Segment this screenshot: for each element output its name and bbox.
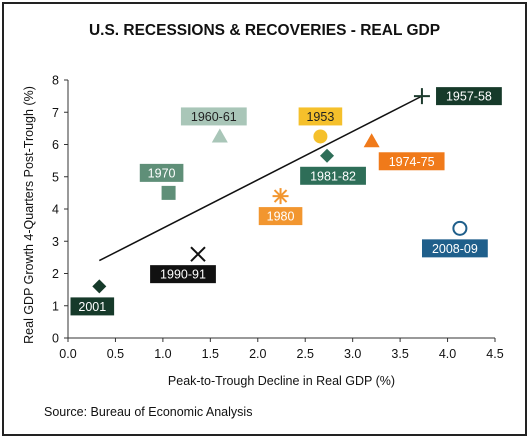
y-tick-label: 5 (52, 170, 59, 184)
point-label-1974-75: 1974-75 (378, 152, 445, 171)
tick-group: 0.0 0.5 1.0 1.5 2.0 2.5 3.0 3.5 4.0 4.5 0 1 2 3 4 5 6 7 8 (52, 74, 504, 362)
x-tick-label: 4.5 (486, 347, 503, 361)
svg-text:2008-09: 2008-09 (432, 242, 478, 256)
label-group: 1957-58 1953 1960-61 1974-75 1981-82 1970 1980… (70, 87, 502, 316)
svg-text:1980: 1980 (267, 210, 295, 224)
point-label-2008-09: 2008-09 (421, 239, 488, 258)
source-note: Source: Bureau of Economic Analysis (44, 405, 253, 419)
point-1960-61-triangle-marker (211, 128, 228, 143)
svg-text:1981-82: 1981-82 (310, 169, 356, 183)
svg-text:1990-91: 1990-91 (160, 268, 206, 282)
x-tick-label: 0.0 (59, 347, 76, 361)
trendline (98, 95, 423, 262)
svg-text:1974-75: 1974-75 (389, 155, 435, 169)
y-tick-label: 2 (52, 267, 59, 281)
y-tick-label: 8 (52, 74, 59, 88)
point-label-1990-91: 1990-91 (150, 265, 216, 284)
svg-text:1960-61: 1960-61 (191, 110, 237, 124)
svg-text:1957-58: 1957-58 (446, 90, 492, 104)
svg-text:2001: 2001 (78, 300, 106, 314)
y-axis-title: Real GDP Growth 4-Quarters Post-Trough (… (22, 86, 36, 344)
chart-title: U.S. RECESSIONS & RECOVERIES - REAL GDP (88, 22, 441, 39)
point-label-1970: 1970 (139, 163, 184, 182)
y-tick-label: 0 (52, 332, 59, 346)
point-2008-09-open-circle-marker (452, 220, 468, 236)
x-tick-label: 3.0 (344, 347, 361, 361)
point-1990-91-x-marker (190, 246, 206, 262)
x-tick-label: 3.5 (391, 347, 408, 361)
marker-group (92, 88, 468, 294)
point-1970-square-marker (161, 185, 176, 200)
point-1957-58-plus-marker (413, 88, 430, 105)
x-tick-label: 2.5 (297, 347, 314, 361)
point-label-2001: 2001 (70, 297, 115, 316)
point-2001-diamond-marker (92, 279, 107, 294)
y-tick-label: 3 (52, 235, 59, 249)
point-1980-asterisk-marker (272, 188, 289, 205)
point-label-1953: 1953 (298, 107, 343, 126)
svg-text:1953: 1953 (306, 110, 334, 124)
point-1974-75-triangle-marker (363, 133, 380, 148)
point-1981-82-diamond-marker (320, 148, 335, 163)
y-tick-label: 4 (52, 203, 59, 217)
point-label-1980: 1980 (258, 207, 303, 226)
x-axis-title: Peak-to-Trough Decline in Real GDP (%) (168, 374, 395, 388)
x-tick-label: 0.5 (107, 347, 124, 361)
point-label-1981-82: 1981-82 (300, 166, 366, 185)
x-tick-label: 4.0 (439, 347, 456, 361)
y-tick-label: 6 (52, 138, 59, 152)
x-tick-label: 2.0 (249, 347, 266, 361)
x-tick-label: 1.5 (202, 347, 219, 361)
x-tick-label: 1.0 (154, 347, 171, 361)
point-label-1957-58: 1957-58 (436, 87, 502, 106)
y-tick-label: 1 (52, 299, 59, 313)
svg-text:1970: 1970 (148, 166, 176, 180)
point-label-1960-61: 1960-61 (180, 107, 247, 126)
point-1953-circle-marker (313, 129, 328, 144)
y-tick-label: 7 (52, 106, 59, 120)
